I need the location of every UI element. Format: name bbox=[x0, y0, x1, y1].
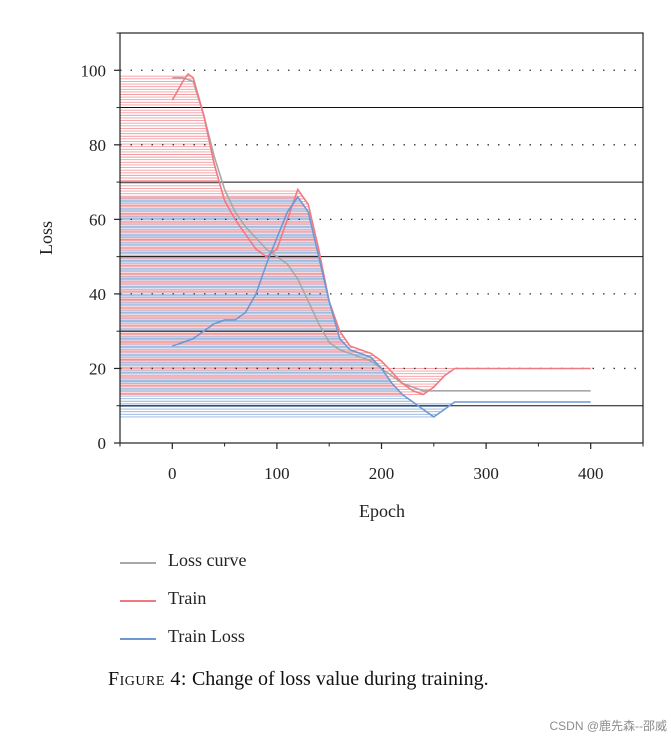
hatch-train-loss bbox=[120, 197, 453, 418]
tick-layer: 0 100 200 300 400 0 20 40 60 80 100 bbox=[81, 32, 644, 483]
legend-item-train-loss: Train Loss bbox=[120, 624, 420, 662]
chart-fill-layer bbox=[120, 75, 455, 418]
caption-text: Change of loss value during training. bbox=[191, 668, 489, 690]
series-line-train bbox=[171, 72, 591, 396]
loss-chart: 0 100 200 300 400 0 20 40 60 80 100 Loss Epoch bbox=[36, 32, 644, 521]
legend-label-train-loss: Train Loss bbox=[168, 626, 245, 646]
legend-swatch-loss-curve bbox=[120, 562, 156, 564]
legend-label-loss-curve: Loss curve bbox=[168, 550, 247, 570]
y-tick-label: 40 bbox=[89, 285, 106, 304]
y-axis-label: Loss bbox=[36, 221, 56, 255]
reference-lines bbox=[120, 69, 643, 407]
legend: Loss curve Train Train Loss bbox=[120, 548, 420, 662]
y-tick-label: 20 bbox=[89, 359, 106, 378]
hatch-train bbox=[120, 75, 455, 395]
legend-label-train: Train bbox=[168, 588, 207, 608]
figure-caption: Figure 4: Change of loss value during tr… bbox=[108, 668, 489, 691]
x-tick-label: 100 bbox=[264, 464, 290, 483]
y-tick-label: 60 bbox=[89, 210, 106, 229]
legend-item-loss-curve: Loss curve bbox=[120, 548, 420, 586]
x-tick-label: 0 bbox=[168, 464, 177, 483]
series-line-loss-curve bbox=[172, 76, 591, 392]
watermark: CSDN @鹿先森--邵威 bbox=[549, 719, 667, 733]
x-tick-label: 300 bbox=[473, 464, 499, 483]
figure-label: Figure 4: bbox=[108, 668, 187, 690]
y-tick-label: 100 bbox=[81, 61, 107, 80]
x-tick-label: 400 bbox=[578, 464, 604, 483]
legend-item-train: Train bbox=[120, 586, 420, 624]
y-tick-label: 80 bbox=[89, 136, 106, 155]
legend-swatch-train bbox=[120, 600, 156, 602]
legend-swatch-train-loss bbox=[120, 638, 156, 640]
series-layer bbox=[171, 72, 591, 418]
y-tick-label: 0 bbox=[98, 434, 107, 453]
x-axis-label: Epoch bbox=[359, 501, 405, 521]
x-tick-label: 200 bbox=[369, 464, 395, 483]
